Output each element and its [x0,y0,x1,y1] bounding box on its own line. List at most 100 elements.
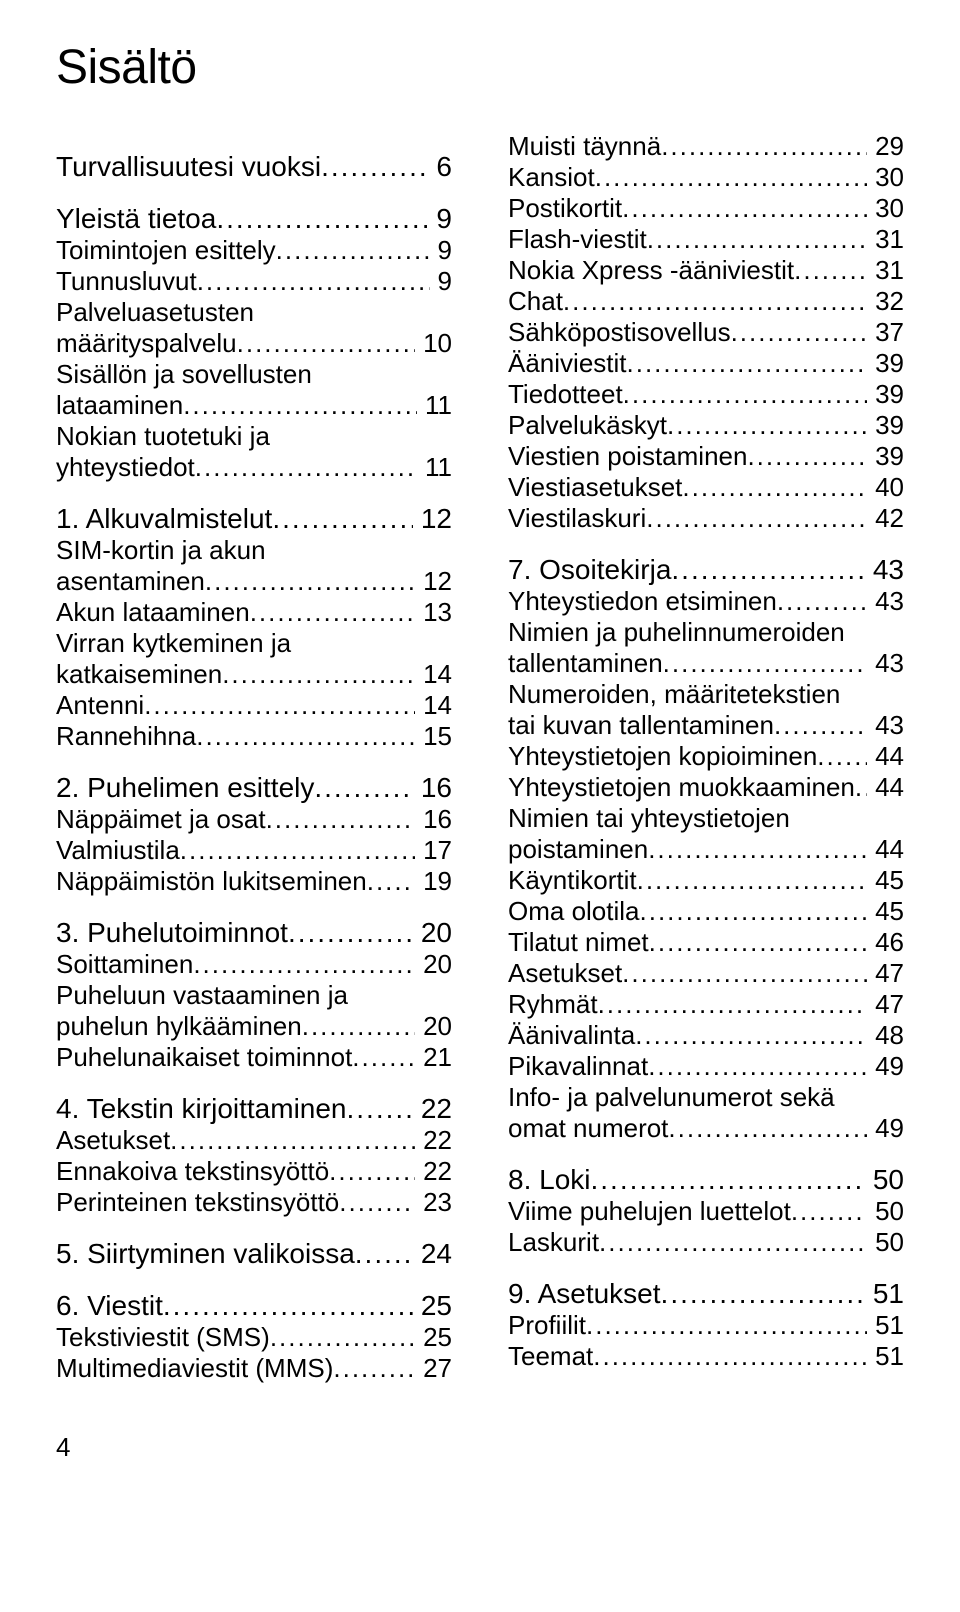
toc-entry-wrap: Info- ja palvelunumerot sekä [508,1082,904,1113]
toc-entry: Ryhmät 47 [508,989,904,1020]
toc-leader-dots [595,162,867,193]
toc-label: Profiilit [508,1310,586,1341]
toc-leader-dots [640,896,868,927]
toc-leader-dots [367,866,415,897]
toc-label: Perinteinen tekstinsyöttö [56,1187,339,1218]
toc-page-number: 50 [867,1196,904,1227]
toc-page-number: 47 [867,989,904,1020]
toc-label: Nokia Xpress -ääniviestit [508,255,794,286]
toc-leader-dots [817,741,867,772]
toc-page-number: 22 [415,1156,452,1187]
toc-page-number: 20 [415,1011,452,1042]
toc-label: 3. Puhelutoiminnot [56,917,288,949]
toc-page-number: 11 [417,390,452,421]
toc-entry: Yhteystietojen kopioiminen44 [508,741,904,772]
toc-entry: Viime puhelujen luettelot50 [508,1196,904,1227]
toc-label: Turvallisuutesi vuoksi [56,151,321,183]
toc-entry: tallentaminen43 [508,648,904,679]
toc-page-number: 17 [415,835,452,866]
toc-label: Yleistä tietoa [56,203,216,235]
page-number: 4 [56,1432,904,1463]
toc-label: 5. Siirtyminen valikoissa [56,1238,355,1270]
toc-label: lataaminen [56,390,183,421]
toc-page-number: 49 [867,1113,904,1144]
toc-leader-dots [197,266,430,297]
toc-page-number: 20 [415,949,452,980]
toc-leader-dots [637,865,867,896]
toc-section: 1. Alkuvalmistelut12 [56,503,452,535]
toc-label: Multimediaviestit (MMS) [56,1353,333,1384]
toc-entry: Tekstiviestit (SMS)25 [56,1322,452,1353]
toc-label: Numeroiden, määritetekstien [508,679,840,710]
toc-leader-dots [747,441,867,472]
toc-entry: Näppäimet ja osat16 [56,804,452,835]
toc-leader-dots [205,566,415,597]
toc-label: Yhteystiedon etsiminen [508,586,777,617]
toc-leader-dots [627,348,868,379]
toc-label: Viestilaskuri [508,503,646,534]
toc-label: Puhelunaikaiset toiminnot [56,1042,352,1073]
toc-label: Pikavalinnat [508,1051,648,1082]
toc-label: Info- ja palvelunumerot sekä [508,1082,835,1113]
toc-label: puhelun hylkääminen [56,1011,302,1042]
toc-entry: yhteystiedot11 [56,452,452,483]
toc-label: Asetukset [56,1125,170,1156]
toc-entry-wrap: SIM-kortin ja akun [56,535,452,566]
toc-entry: Yhteystiedon etsiminen43 [508,586,904,617]
toc-label: Soittaminen [56,949,193,980]
toc-section: 2. Puhelimen esittely16 [56,772,452,804]
toc-leader-dots [649,927,867,958]
toc-leader-dots [777,586,867,617]
toc-entry: Nokia Xpress -ääniviestit31 [508,255,904,286]
toc-entry: Palvelukäskyt39 [508,410,904,441]
toc-leader-dots [647,224,867,255]
toc-label: Rannehihna [56,721,196,752]
toc-label: Postikortit [508,193,622,224]
toc-page-number: 44 [867,772,904,803]
toc-page-number: 44 [867,741,904,772]
toc-label: tai kuvan tallentaminen [508,710,774,741]
toc-entry-wrap: Nokian tuotetuki ja [56,421,452,452]
toc-page-number: 10 [415,328,452,359]
toc-label: Käyntikortit [508,865,637,896]
toc-entry: katkaiseminen14 [56,659,452,690]
toc-leader-dots [667,410,867,441]
toc-label: Näppäimet ja osat [56,804,266,835]
toc-page-number: 44 [867,834,904,865]
toc-section: 7. Osoitekirja43 [508,554,904,586]
toc-leader-dots [170,1125,415,1156]
toc-entry: Tilatut nimet46 [508,927,904,958]
toc-leader-dots [599,1227,867,1258]
toc-page-number: 19 [415,866,452,897]
toc-label: Ryhmät [508,989,598,1020]
toc-label: 6. Viestit [56,1290,163,1322]
toc-leader-dots [355,1238,413,1270]
toc-section: Yleistä tietoa9 [56,203,452,235]
toc-page-number: 22 [413,1093,452,1125]
toc-leader-dots [586,1310,867,1341]
toc-label: Nimien tai yhteystietojen [508,803,790,834]
toc-label: Tekstiviestit (SMS) [56,1322,270,1353]
toc-entry: Viestiasetukset40 [508,472,904,503]
toc-entry: Toimintojen esittely9 [56,235,452,266]
toc-label: Antenni [56,690,144,721]
toc-entry: Tiedotteet39 [508,379,904,410]
document-page: Sisältö Turvallisuutesi vuoksi6Yleistä t… [0,0,960,1487]
toc-page-number: 31 [867,224,904,255]
toc-entry: Chat32 [508,286,904,317]
toc-label: Laskurit [508,1227,599,1258]
toc-section: 6. Viestit25 [56,1290,452,1322]
toc-page-number: 21 [415,1042,452,1073]
toc-label: Oma olotila [508,896,640,927]
toc-leader-dots [329,1156,415,1187]
toc-section: 3. Puhelutoiminnot20 [56,917,452,949]
toc-leader-dots [661,131,867,162]
toc-leader-dots [163,1290,413,1322]
toc-label: Ennakoiva tekstinsyöttö [56,1156,329,1187]
toc-page-number: 30 [867,162,904,193]
toc-leader-dots [598,989,868,1020]
toc-page-number: 39 [867,410,904,441]
toc-entry: määrityspalvelu10 [56,328,452,359]
toc-entry: poistaminen44 [508,834,904,865]
toc-page-number: 47 [867,958,904,989]
